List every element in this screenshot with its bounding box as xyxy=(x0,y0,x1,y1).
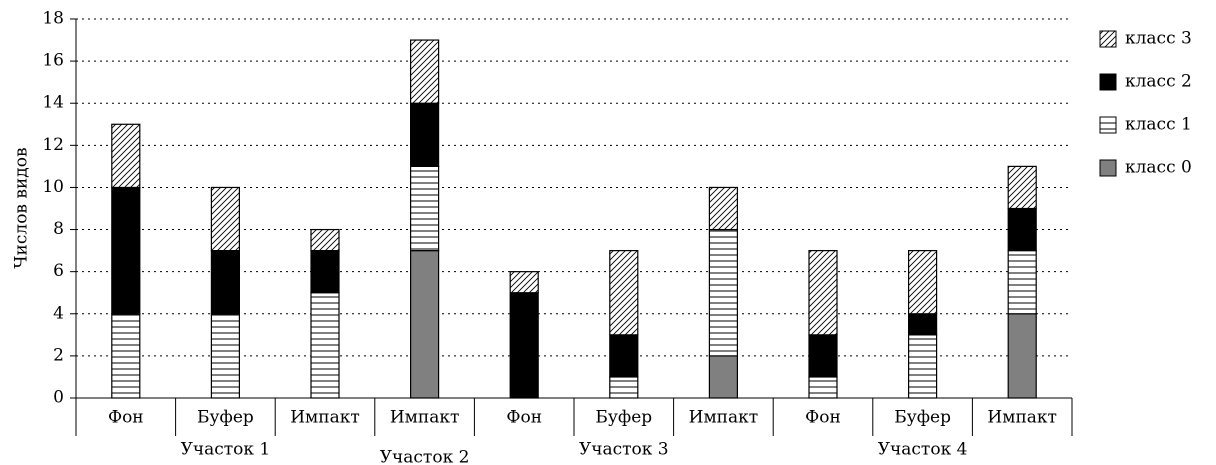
bar-segment xyxy=(1007,250,1037,315)
bar-segment xyxy=(609,376,639,399)
bar-segment xyxy=(609,250,639,336)
bar-segment xyxy=(808,334,838,378)
x-tick-label: Буфер xyxy=(197,408,254,428)
x-tick-label: Фон xyxy=(805,408,841,428)
x-tick-label: Фон xyxy=(108,408,144,428)
x-tick-label: Импакт xyxy=(390,408,460,428)
bar-segment xyxy=(410,165,440,252)
x-tick-label: Импакт xyxy=(987,408,1057,428)
bar-segment xyxy=(708,355,739,399)
group-label: Участок 1 xyxy=(181,440,271,460)
group-label: Участок 2 xyxy=(380,448,470,465)
y-tick-label: 10 xyxy=(42,177,64,197)
legend-label: класс 3 xyxy=(1125,29,1192,49)
y-tick-label: 0 xyxy=(53,388,64,408)
bar-segment xyxy=(310,250,340,294)
legend-swatch xyxy=(1099,159,1117,177)
y-tick-label: 6 xyxy=(53,261,64,281)
bar-segment xyxy=(111,313,141,399)
x-tick-label: Буфер xyxy=(894,408,951,428)
bar-segment xyxy=(410,102,440,167)
bar-segment xyxy=(410,39,440,104)
y-tick-label: 14 xyxy=(42,93,64,113)
bar-segment xyxy=(509,292,539,399)
y-tick-label: 4 xyxy=(53,303,64,323)
bar-segment xyxy=(708,186,739,231)
x-tick-label: Импакт xyxy=(689,408,759,428)
bar-segment xyxy=(907,334,938,399)
bar-segment xyxy=(210,186,240,252)
x-tick-label: Фон xyxy=(506,408,542,428)
group-label: Участок 4 xyxy=(878,440,968,460)
bar-segment xyxy=(1007,207,1037,252)
bar-segment xyxy=(210,250,240,315)
legend-label: класс 1 xyxy=(1125,115,1192,135)
bar-segment xyxy=(509,271,539,294)
group-label: Участок 3 xyxy=(579,440,669,460)
y-axis-label: Числов видов xyxy=(12,147,32,268)
bar-segment xyxy=(1007,165,1037,210)
bar-segment xyxy=(708,228,739,357)
bar-segment xyxy=(111,123,141,189)
bar-segment xyxy=(609,334,639,378)
bar-segment xyxy=(310,292,340,399)
bar-segment xyxy=(410,250,440,399)
y-tick-label: 18 xyxy=(42,9,64,29)
legend-label: класс 0 xyxy=(1125,158,1192,178)
bar-segment xyxy=(808,376,838,399)
legend-label: класс 2 xyxy=(1125,72,1192,92)
legend-swatch xyxy=(1099,116,1117,134)
bar-segment xyxy=(1007,313,1037,399)
bar-segment xyxy=(210,313,240,399)
legend-swatch xyxy=(1099,30,1117,48)
bar-segment xyxy=(310,228,340,252)
bar-segment xyxy=(808,250,838,336)
bar-segment xyxy=(907,250,938,315)
y-tick-label: 8 xyxy=(53,219,64,239)
y-tick-label: 12 xyxy=(42,135,64,155)
bar-segment xyxy=(111,186,141,315)
bar-segment xyxy=(907,313,938,336)
y-tick-label: 2 xyxy=(53,345,64,365)
legend-swatch xyxy=(1099,73,1117,91)
x-tick-label: Буфер xyxy=(595,408,652,428)
x-tick-label: Импакт xyxy=(290,408,360,428)
y-tick-label: 16 xyxy=(42,51,64,71)
